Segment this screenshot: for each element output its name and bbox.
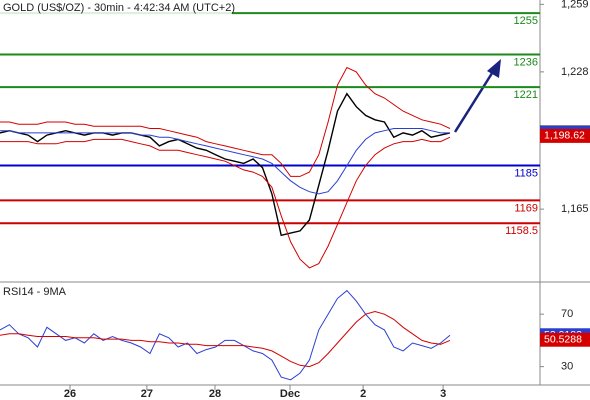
y-tick-label: 1,165 <box>561 203 589 215</box>
y-tick-label: 70 <box>561 308 573 320</box>
title-bg <box>0 284 66 299</box>
series-line <box>0 136 451 269</box>
x-tick-label: 2 <box>360 388 366 400</box>
level-label: 1236 <box>514 56 538 68</box>
y-tick-label: 30 <box>561 361 573 373</box>
chart-title: RSI14 - 9MA <box>3 286 67 298</box>
series-line <box>0 310 451 368</box>
price-tag <box>540 332 590 347</box>
chart-title: GOLD (US$/OZ) - 30min - 4:42:34 AM (UTC+… <box>3 2 235 14</box>
price-tag-label: 50.5288 <box>544 333 582 345</box>
level-label: 1158.5 <box>505 225 538 237</box>
arrow-head <box>487 59 501 78</box>
level-label: 1255 <box>514 15 538 27</box>
annotation-arrow <box>453 69 496 133</box>
series-line <box>0 128 450 195</box>
price-tag-label: 1,198.62 <box>544 130 585 142</box>
level-label: 1221 <box>514 89 538 101</box>
series-line <box>0 66 451 177</box>
x-tick-label: Dec <box>280 388 300 400</box>
x-tick-label: 26 <box>64 388 76 400</box>
level-label: 1169 <box>514 202 538 214</box>
x-tick-label: 28 <box>209 388 221 400</box>
level-label: 1185 <box>514 167 538 179</box>
y-tick-label: 1,259 <box>561 0 589 10</box>
x-tick-label: 27 <box>141 388 153 400</box>
price-tag <box>540 128 590 143</box>
title-bg <box>0 0 232 15</box>
y-tick-label: 1,228 <box>561 66 589 78</box>
x-tick-label: 3 <box>440 388 446 400</box>
